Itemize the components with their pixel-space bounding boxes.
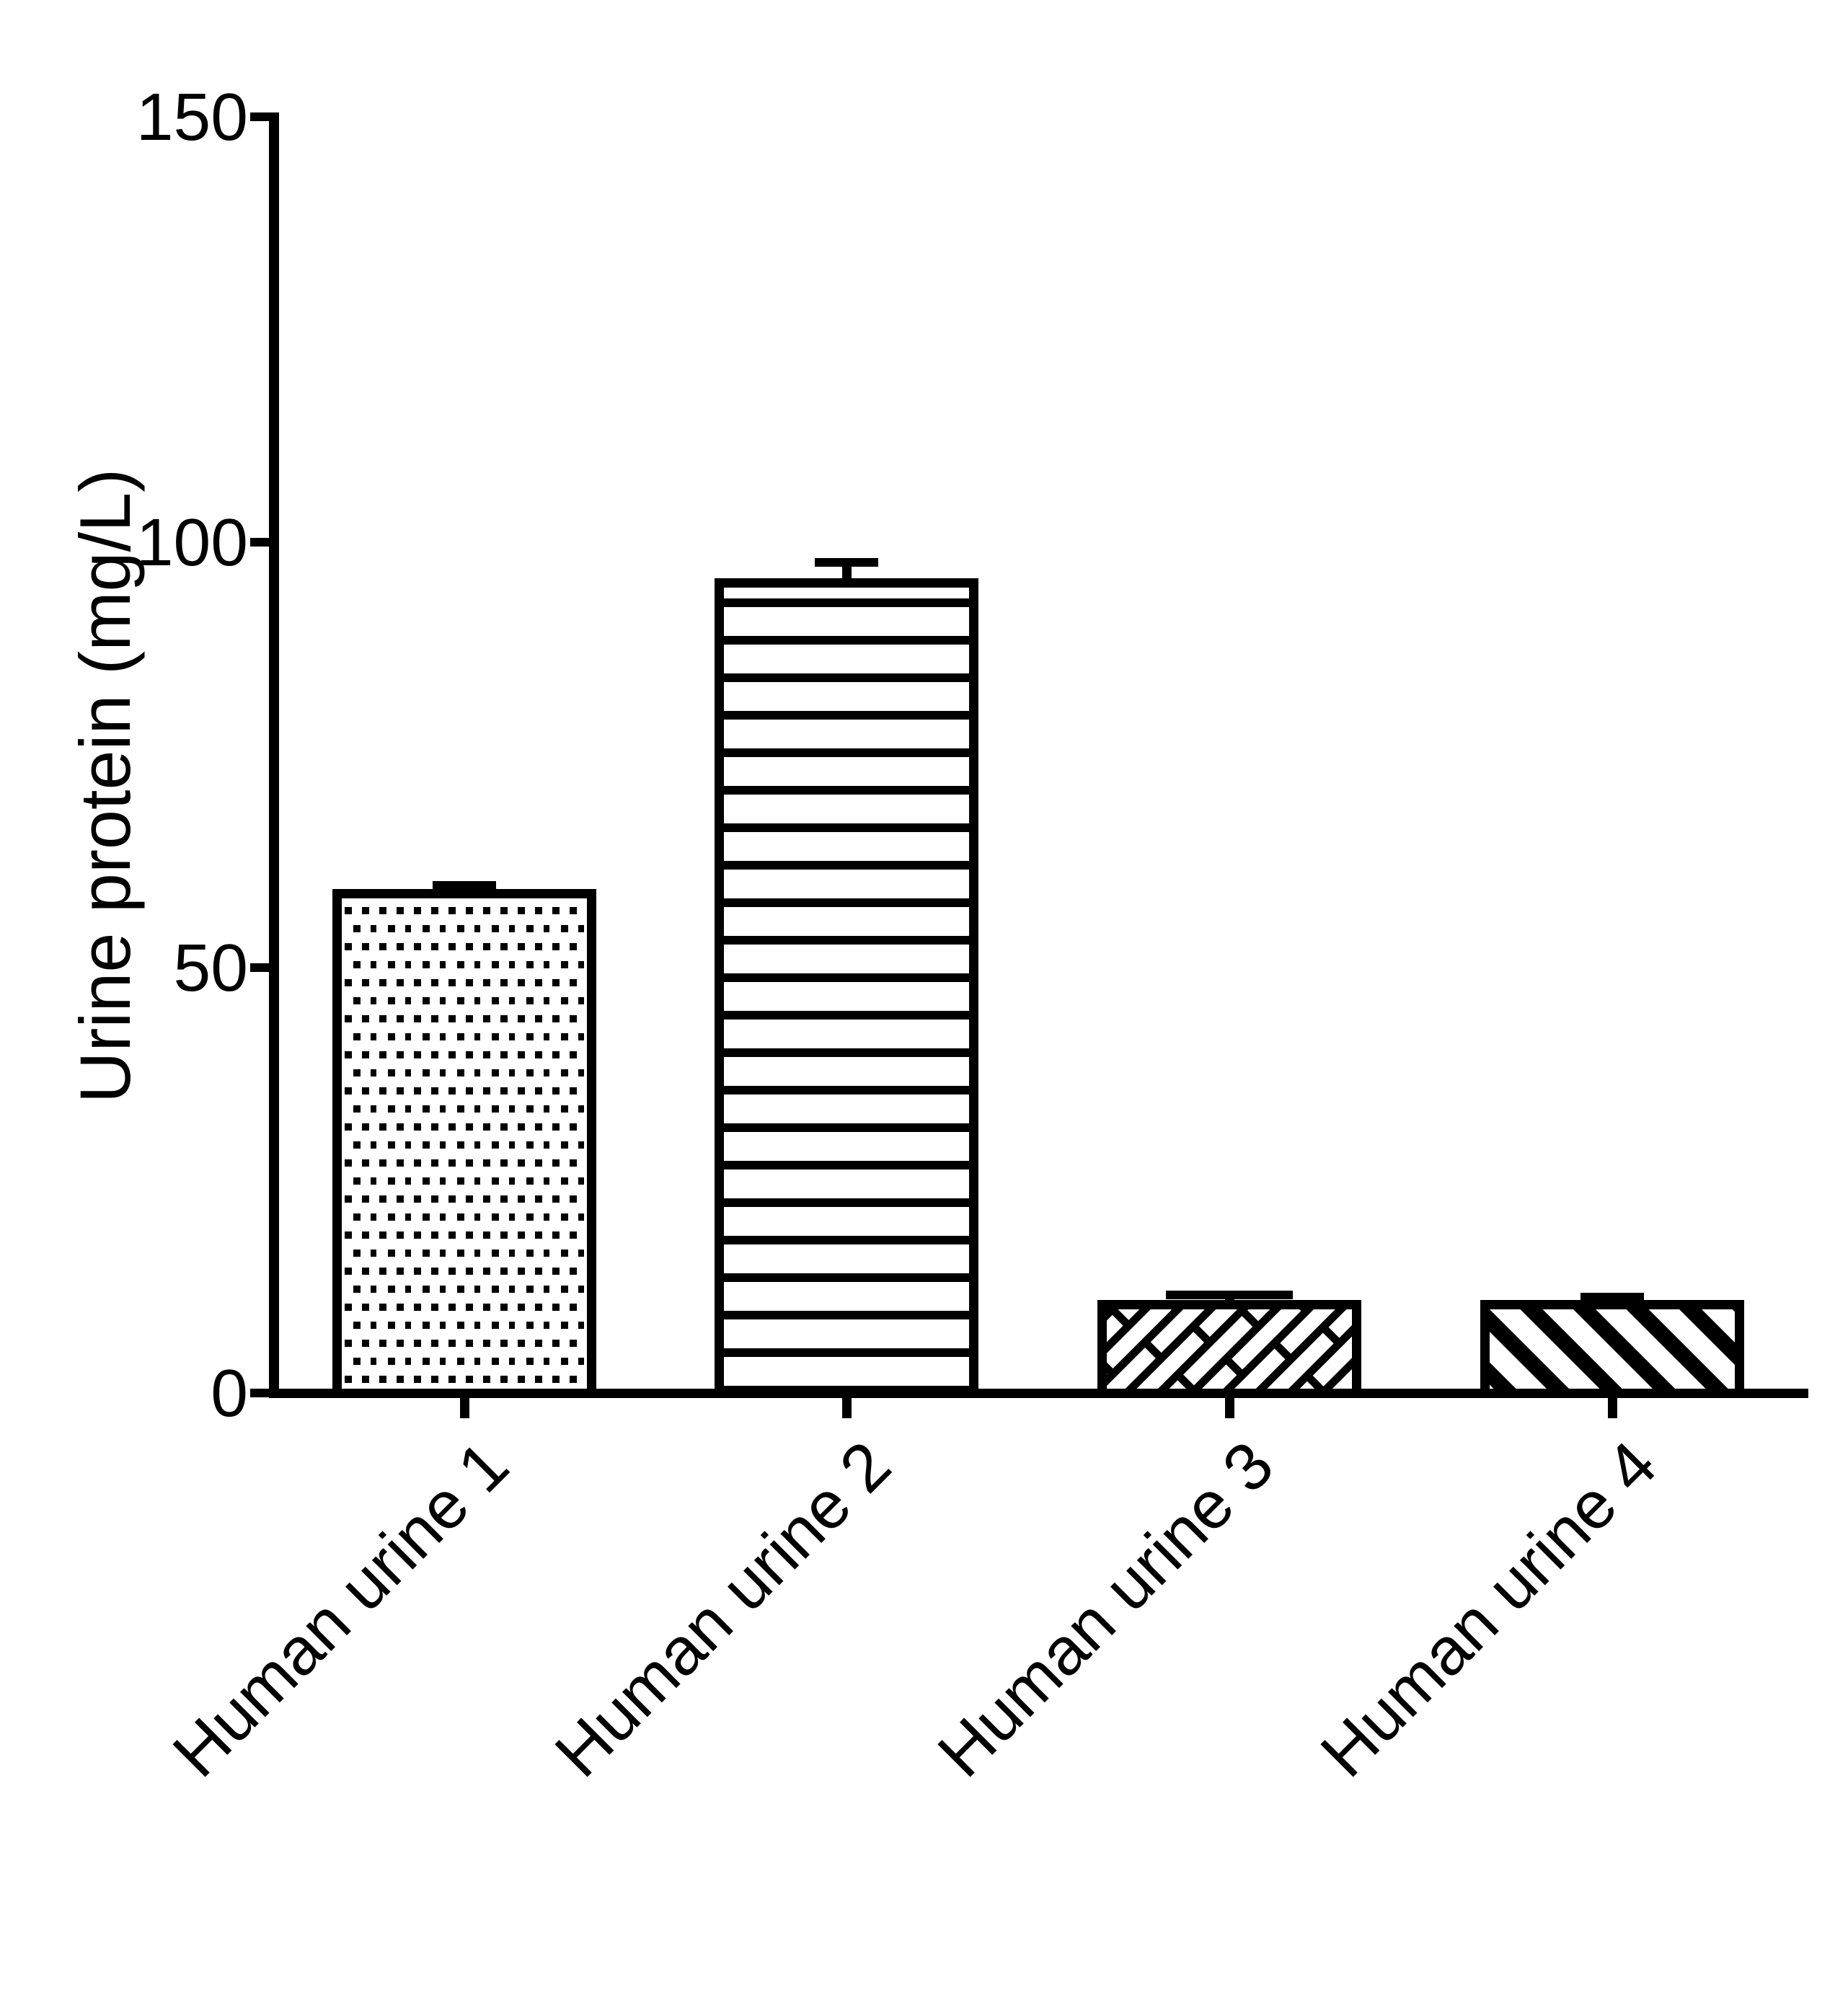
x-tick [842,1398,852,1418]
diagonal-bricks-pattern-fill [1107,1309,1352,1389]
y-tick-label: 50 [173,929,248,1005]
y-axis-title: Urine protein (mg/L) [65,468,145,1104]
horizontal-lines-pattern-fill [724,588,969,1389]
error-bar-cap [433,881,496,890]
y-axis [269,112,279,1398]
y-tick [250,538,269,547]
y-tick [250,963,269,972]
x-tick [460,1398,469,1418]
bar-2 [715,578,978,1398]
bar-4 [1480,1300,1744,1398]
y-tick [250,1389,269,1397]
y-tick-label: 100 [136,504,248,580]
bar-3 [1097,1300,1361,1398]
x-axis [269,1389,1808,1398]
error-bar-cap [815,558,878,567]
x-tick [1608,1398,1617,1418]
x-tick [1225,1398,1234,1418]
error-bar-cap [1166,1291,1293,1299]
bar-1 [332,889,596,1398]
error-bar-cap [1580,1293,1644,1301]
dots-pattern-fill [342,898,587,1389]
y-tick [250,112,269,121]
y-tick-label: 0 [211,1355,248,1430]
y-tick-label: 150 [136,79,248,154]
bar-chart: Urine protein (mg/L) 0 50 100 150 Human urin… [65,79,1808,1791]
diagonal-stripes-pattern-fill [1490,1309,1735,1389]
